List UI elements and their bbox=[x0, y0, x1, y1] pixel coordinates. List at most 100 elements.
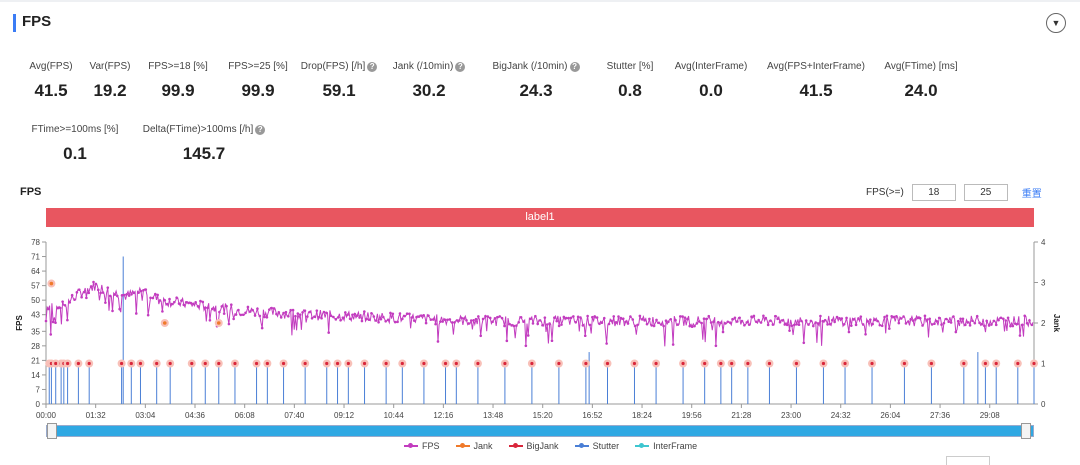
fps-threshold-2-input[interactable] bbox=[963, 184, 1008, 201]
bigjank-point bbox=[233, 361, 237, 366]
fps-point bbox=[353, 312, 357, 316]
fps-point bbox=[923, 314, 927, 318]
bigjank-point bbox=[217, 361, 221, 366]
fps-point bbox=[529, 317, 532, 321]
fps-point bbox=[153, 292, 157, 296]
fps-point bbox=[569, 316, 573, 320]
y-right-axis-title: Jank bbox=[1052, 314, 1061, 333]
fps-point bbox=[907, 320, 910, 323]
fps-point bbox=[636, 323, 639, 327]
fps-point bbox=[1021, 323, 1024, 327]
x-tick-label: 21:28 bbox=[731, 411, 752, 420]
fps-point bbox=[828, 322, 832, 326]
fps-point bbox=[790, 324, 794, 328]
bigjank-point bbox=[87, 361, 91, 366]
fps-point bbox=[196, 305, 200, 308]
y-tick-label: 7 bbox=[36, 385, 41, 394]
metric-0: Avg(FPS) 41.5 bbox=[0, 61, 121, 101]
y-tick-label: 0 bbox=[36, 400, 41, 409]
fps-point bbox=[645, 322, 649, 326]
fps-point bbox=[465, 318, 468, 322]
slider-right-handle[interactable] bbox=[1021, 423, 1031, 439]
label-band[interactable]: label1 bbox=[46, 208, 1034, 227]
legend-item-stutter[interactable]: Stutter bbox=[574, 441, 619, 451]
x-tick-label: 26:04 bbox=[880, 411, 901, 420]
fps-point bbox=[227, 322, 231, 326]
fps-point bbox=[693, 324, 696, 328]
fps-point bbox=[933, 322, 936, 325]
y-tick-label: 71 bbox=[31, 253, 40, 262]
fps-point bbox=[983, 324, 986, 328]
help-icon[interactable]: ? bbox=[455, 61, 466, 72]
bigjank-point bbox=[530, 361, 534, 366]
fps-point bbox=[619, 316, 623, 320]
fps-point bbox=[417, 315, 421, 318]
fps-point bbox=[210, 307, 214, 311]
fps-threshold-1-input[interactable] bbox=[911, 184, 956, 201]
fps-point bbox=[467, 322, 471, 325]
fps-point bbox=[315, 309, 319, 312]
slider-left-handle[interactable] bbox=[47, 423, 57, 439]
fps-point bbox=[700, 321, 703, 325]
time-range-slider[interactable] bbox=[46, 425, 1034, 437]
fps-point bbox=[415, 315, 418, 319]
fps-point bbox=[712, 320, 715, 323]
fps-point bbox=[638, 314, 642, 318]
reset-link[interactable]: 重置 bbox=[1021, 189, 1042, 200]
legend-item-fps[interactable]: FPS bbox=[404, 441, 440, 451]
help-icon[interactable]: ? bbox=[569, 61, 580, 72]
fps-point bbox=[1025, 321, 1029, 325]
bigjank-point bbox=[503, 361, 507, 366]
bigjank-point bbox=[335, 361, 340, 366]
fps-point bbox=[229, 303, 233, 307]
metric-7: Stutter [%] 0.8 bbox=[560, 61, 700, 101]
fps-point bbox=[132, 291, 136, 295]
fps-point bbox=[398, 312, 402, 315]
fps-point bbox=[788, 329, 791, 332]
fps-point bbox=[555, 319, 559, 323]
legend-label: BigJank bbox=[526, 441, 559, 451]
fps-point bbox=[662, 324, 665, 328]
metric-12: Delta(FTime)>100ms [/h]? 145.7 bbox=[134, 124, 274, 164]
fps-point bbox=[657, 321, 661, 325]
fps-point bbox=[1028, 319, 1031, 322]
fps-point bbox=[750, 315, 753, 318]
y-right-tick-label: 0 bbox=[1041, 400, 1046, 409]
legend-item-interframe[interactable]: InterFrame bbox=[635, 441, 697, 451]
help-icon[interactable]: ? bbox=[367, 61, 378, 72]
fps-point bbox=[507, 322, 511, 326]
fps-point bbox=[296, 312, 300, 315]
bigjank-point bbox=[76, 361, 80, 366]
fps-point bbox=[391, 312, 395, 316]
fps-point bbox=[975, 314, 979, 318]
fps-point bbox=[930, 323, 934, 326]
chevron-down-icon[interactable]: ▼ bbox=[1046, 13, 1066, 33]
fps-point bbox=[707, 314, 711, 318]
fps-point bbox=[866, 320, 870, 323]
fps-point bbox=[422, 314, 426, 317]
bigjank-point bbox=[1032, 361, 1036, 366]
fps-point bbox=[560, 323, 563, 326]
fps-point bbox=[199, 299, 202, 303]
y-right-tick-label: 3 bbox=[1041, 279, 1046, 288]
panel-title: FPS bbox=[22, 13, 52, 30]
metric-label: FPS>=18 [%] bbox=[148, 61, 208, 72]
y-tick-label: 21 bbox=[31, 356, 40, 365]
fps-point bbox=[66, 318, 69, 322]
fps-point bbox=[928, 317, 931, 321]
fps-point bbox=[251, 308, 254, 312]
legend-item-jank[interactable]: Jank bbox=[455, 441, 493, 451]
fps-point bbox=[814, 321, 817, 324]
y-tick-label: 64 bbox=[31, 267, 40, 276]
fps-point bbox=[372, 315, 376, 318]
legend-item-bigjank[interactable]: BigJank bbox=[508, 441, 559, 451]
fps-point bbox=[446, 318, 449, 322]
metric-value: 99.9 bbox=[161, 81, 195, 100]
fps-point bbox=[835, 315, 839, 319]
fps-point bbox=[861, 323, 865, 326]
fps-point bbox=[600, 321, 604, 324]
fps-point bbox=[655, 318, 658, 322]
fps-point bbox=[1018, 334, 1022, 337]
help-icon[interactable]: ? bbox=[255, 124, 266, 135]
